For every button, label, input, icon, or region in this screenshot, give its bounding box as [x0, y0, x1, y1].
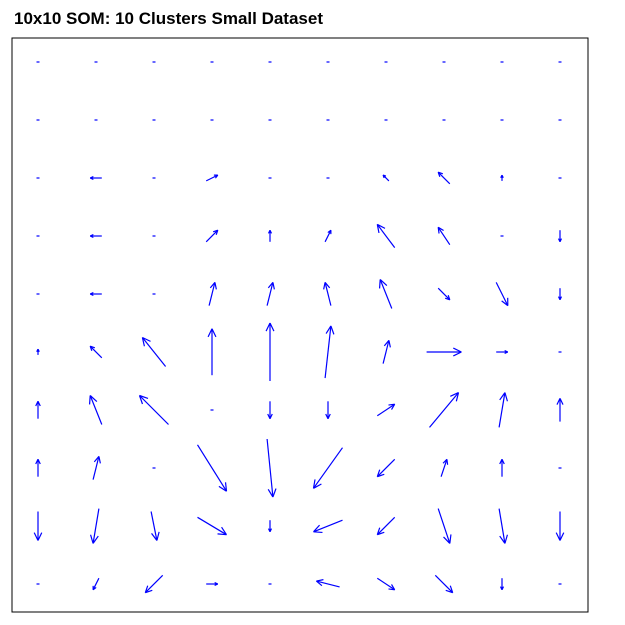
- arrow-r3-c1: [89, 233, 102, 239]
- arrow-r6-c0: [35, 401, 41, 419]
- arrow-layer: [33, 61, 565, 594]
- arrow-r9-c2: [144, 574, 164, 594]
- arrow-r5-c0: [36, 348, 40, 355]
- chart-title: 10x10 SOM: 10 Clusters Small Dataset: [14, 9, 323, 28]
- arrow-r4-c3: [208, 282, 217, 306]
- arrow-r9-c6: [376, 577, 396, 591]
- arrow-r5-c7: [426, 347, 462, 357]
- arrow-r4-c4: [266, 282, 275, 306]
- arrow-r9-c8: [499, 578, 505, 591]
- arrow-r3-c5: [324, 229, 332, 243]
- arrow-r3-c7: [437, 226, 451, 246]
- arrow-r2-c1: [89, 175, 102, 181]
- arrow-r8-c1: [89, 508, 100, 544]
- arrow-r4-c9: [557, 288, 563, 301]
- plot-frame: [11, 37, 589, 613]
- arrow-r8-c6: [376, 516, 396, 536]
- arrow-r5-c1: [89, 345, 103, 359]
- arrow-r6-c8: [498, 392, 509, 428]
- arrow-r7-c7: [440, 458, 449, 477]
- arrow-r7-c0: [35, 459, 41, 477]
- arrow-r6-c2: [138, 394, 169, 425]
- arrow-r5-c2: [141, 336, 167, 367]
- arrow-r6-c7: [429, 392, 460, 428]
- arrow-r8-c9: [555, 511, 565, 541]
- arrow-r5-c4: [265, 322, 275, 381]
- arrow-r4-c6: [378, 279, 393, 309]
- arrow-r6-c5: [325, 401, 331, 419]
- arrow-r7-c3: [196, 444, 228, 492]
- arrow-r5-c6: [382, 340, 391, 364]
- arrow-r3-c3: [205, 229, 219, 243]
- arrow-r3-c6: [376, 223, 396, 248]
- arrow-r8-c7: [437, 508, 452, 544]
- arrow-r6-c1: [88, 395, 103, 425]
- arrow-r5-c8: [496, 349, 509, 355]
- arrow-r8-c2: [150, 511, 160, 541]
- arrow-r8-c5: [313, 519, 343, 534]
- arrow-r6-c6: [376, 403, 396, 417]
- arrow-r4-c1: [89, 291, 102, 297]
- arrow-r3-c9: [557, 230, 563, 243]
- arrow-r8-c4: [267, 520, 273, 533]
- arrow-r9-c3: [206, 581, 219, 587]
- arrow-r4-c5: [323, 282, 332, 306]
- arrow-r7-c5: [312, 447, 343, 489]
- arrow-r2-c3: [205, 174, 219, 182]
- arrow-r4-c8: [495, 282, 509, 307]
- arrow-r7-c1: [92, 456, 101, 480]
- arrow-r7-c6: [376, 458, 396, 478]
- arrow-r7-c4: [266, 438, 277, 498]
- arrow-r2-c6: [382, 174, 390, 182]
- arrow-r6-c4: [267, 401, 273, 419]
- arrow-r7-c8: [499, 459, 505, 477]
- arrow-r8-c3: [197, 516, 228, 536]
- arrow-r5-c3: [207, 328, 217, 376]
- arrow-r2-c7: [437, 171, 451, 185]
- arrow-r9-c1: [92, 577, 100, 591]
- arrow-r8-c0: [33, 511, 43, 541]
- arrow-r9-c7: [434, 574, 454, 594]
- arrow-r4-c7: [437, 287, 451, 301]
- arrow-r3-c4: [267, 229, 273, 242]
- arrow-r2-c8: [500, 174, 504, 181]
- arrow-r9-c5: [316, 579, 340, 588]
- arrow-r8-c8: [498, 508, 509, 544]
- arrow-r6-c9: [556, 398, 564, 422]
- arrow-r5-c5: [324, 325, 335, 379]
